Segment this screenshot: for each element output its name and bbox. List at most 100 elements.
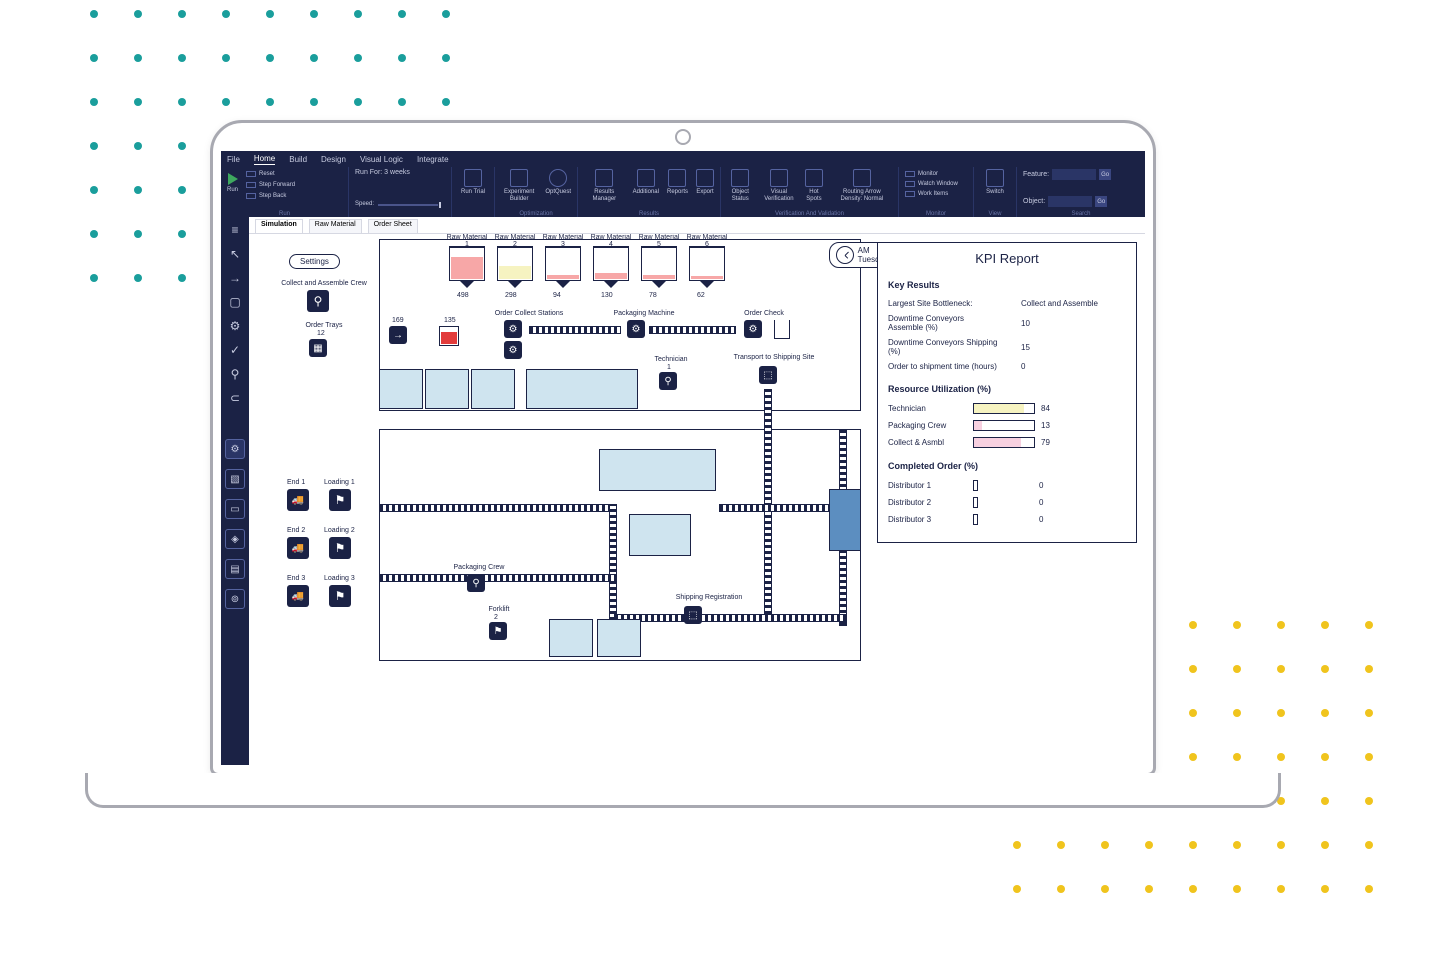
- tool-10[interactable]: ▧: [225, 469, 245, 489]
- results-manager-button[interactable]: Results Manager: [584, 169, 625, 203]
- tool-13[interactable]: ▤: [225, 559, 245, 579]
- toolbox: ≡ ↖ → ▢ ⚙ ✓ ⚲ ⊂ ⚙ ▧ ▭ ◈ ▤ ⊚: [221, 217, 249, 765]
- menu-home[interactable]: Home: [254, 154, 275, 165]
- step-back-button[interactable]: Step Back: [246, 191, 295, 201]
- object-status-button[interactable]: Object Status: [727, 169, 754, 203]
- kpi-key-label-3: Order to shipment time (hours): [888, 362, 1000, 371]
- monitor-button[interactable]: Monitor: [905, 169, 967, 179]
- shipreg-icon[interactable]: ⬚: [684, 606, 702, 624]
- play-icon: [228, 173, 238, 185]
- group-run-label: Run: [221, 211, 348, 217]
- tool-9[interactable]: ⚙: [225, 439, 245, 459]
- visual-verification-button[interactable]: Visual Verification: [762, 169, 797, 203]
- menu-visual-logic[interactable]: Visual Logic: [360, 155, 403, 164]
- hotspots-label: Hot Spots: [804, 189, 823, 203]
- loading-icon-1[interactable]: ⚑: [329, 537, 351, 559]
- tool-14[interactable]: ⊚: [225, 589, 245, 609]
- tool-11[interactable]: ▭: [225, 499, 245, 519]
- routing-icon: [853, 169, 871, 187]
- pkgcrew-icon[interactable]: ⚲: [467, 574, 485, 592]
- switch-button[interactable]: Switch: [980, 169, 1010, 196]
- conveyor-h4: [719, 504, 846, 512]
- settings-button[interactable]: Settings: [289, 254, 340, 269]
- end-icon-2[interactable]: 🚚: [287, 585, 309, 607]
- kpi-co-row-2: Distributor 30: [888, 511, 1126, 528]
- hot-spots-button[interactable]: Hot Spots: [804, 169, 823, 203]
- switch-label: Switch: [986, 189, 1004, 196]
- crew-icon[interactable]: ⚲: [307, 290, 329, 312]
- tool-3[interactable]: ▢: [229, 295, 240, 309]
- work-items-button[interactable]: Work Items: [905, 189, 967, 199]
- menu-integrate[interactable]: Integrate: [417, 155, 449, 164]
- loading-icon-2[interactable]: ⚑: [329, 585, 351, 607]
- trays-icon[interactable]: ▦: [309, 339, 327, 357]
- watch-window-button[interactable]: Watch Window: [905, 179, 967, 189]
- forklift-icon[interactable]: ⚑: [489, 622, 507, 640]
- tool-1[interactable]: ↖: [230, 247, 240, 261]
- conveyor-h2: [379, 574, 616, 582]
- canvas-tabs: Simulation Raw Material Order Sheet: [249, 217, 1145, 234]
- kpi-key-value-2: 15: [1021, 343, 1126, 352]
- group-opt-label: Optimization: [495, 211, 577, 217]
- canvas-wrap: Simulation Raw Material Order Sheet Settin…: [249, 217, 1145, 765]
- export-button[interactable]: Export: [696, 169, 714, 196]
- kpi-ru-row-0: Technician84: [888, 400, 1126, 417]
- crew-label: Collect and Assemble Crew: [269, 280, 379, 287]
- reports-button[interactable]: Reports: [667, 169, 688, 196]
- kpi-ru-bar-1: [973, 420, 1035, 431]
- reset-button[interactable]: Reset: [246, 169, 295, 179]
- speed-slider[interactable]: [378, 204, 438, 206]
- tool-0[interactable]: ≡: [231, 223, 238, 237]
- conveyor-h3: [614, 614, 846, 622]
- tab-order-sheet[interactable]: Order Sheet: [368, 219, 418, 233]
- menu-design[interactable]: Design: [321, 155, 346, 164]
- tool-2[interactable]: →: [229, 271, 241, 285]
- loading-icon-0[interactable]: ⚑: [329, 489, 351, 511]
- kpi-ru-value-1: 13: [1041, 421, 1077, 430]
- feature-search-input[interactable]: [1052, 169, 1096, 180]
- routing-arrow-button[interactable]: Routing Arrow Density: Normal: [832, 169, 892, 203]
- object-search-input[interactable]: [1048, 196, 1092, 207]
- run-label: Run: [227, 187, 238, 194]
- end-label-0: End 1: [287, 479, 305, 486]
- end-label-2: End 3: [287, 575, 305, 582]
- kpi-key-row-3: Order to shipment time (hours)0: [888, 359, 1126, 374]
- kpi-co-row-1: Distributor 20: [888, 494, 1126, 511]
- ribbon: Run Reset Step Forward Step Back Run Run…: [221, 167, 1145, 217]
- experiment-builder-button[interactable]: Experiment Builder: [501, 169, 537, 203]
- kpi-key-label-2: Downtime Conveyors Shipping (%): [888, 338, 1000, 356]
- room-l4: [597, 619, 641, 657]
- optquest-button[interactable]: OptQuest: [545, 169, 571, 196]
- additional-button[interactable]: Additional: [633, 169, 659, 196]
- kpi-ru-row-1: Packaging Crew13: [888, 417, 1126, 434]
- run-trial-button[interactable]: Run Trial: [458, 169, 488, 196]
- kpi-ru-label-2: Collect & Asmbl: [888, 438, 973, 447]
- group-view-label: View: [974, 211, 1016, 217]
- tab-simulation[interactable]: Simulation: [255, 219, 303, 233]
- reports-icon: [668, 169, 686, 187]
- object-go-button[interactable]: Go: [1095, 196, 1107, 207]
- feature-go-button[interactable]: Go: [1099, 169, 1111, 180]
- step-forward-button[interactable]: Step Forward: [246, 180, 295, 190]
- tool-6[interactable]: ⚲: [231, 367, 240, 381]
- resmgr-label: Results Manager: [584, 189, 625, 203]
- end-icon-0[interactable]: 🚚: [287, 489, 309, 511]
- results-icon: [595, 169, 613, 187]
- tool-4[interactable]: ⚙: [230, 319, 241, 333]
- menu-file[interactable]: File: [227, 155, 240, 164]
- simulation-canvas[interactable]: Settings Collect and Assemble Crew ⚲ Ord…: [249, 234, 1145, 765]
- tool-7[interactable]: ⊂: [230, 391, 240, 405]
- visverify-icon: [770, 169, 788, 187]
- page: File Home Build Design Visual Logic Integrate…: [0, 0, 1433, 953]
- group-verify-label: Verification And Validation: [721, 211, 898, 217]
- tool-12[interactable]: ◈: [225, 529, 245, 549]
- run-button[interactable]: Run: [227, 169, 238, 194]
- upper-outline: [379, 239, 861, 411]
- camera-icon: [675, 129, 691, 145]
- tool-5[interactable]: ✓: [230, 343, 240, 357]
- end-icon-1[interactable]: 🚚: [287, 537, 309, 559]
- tab-raw-material[interactable]: Raw Material: [309, 219, 362, 233]
- kpi-ru-bar-0: [973, 403, 1035, 414]
- kpi-co-label-0: Distributor 1: [888, 481, 973, 490]
- menu-build[interactable]: Build: [289, 155, 307, 164]
